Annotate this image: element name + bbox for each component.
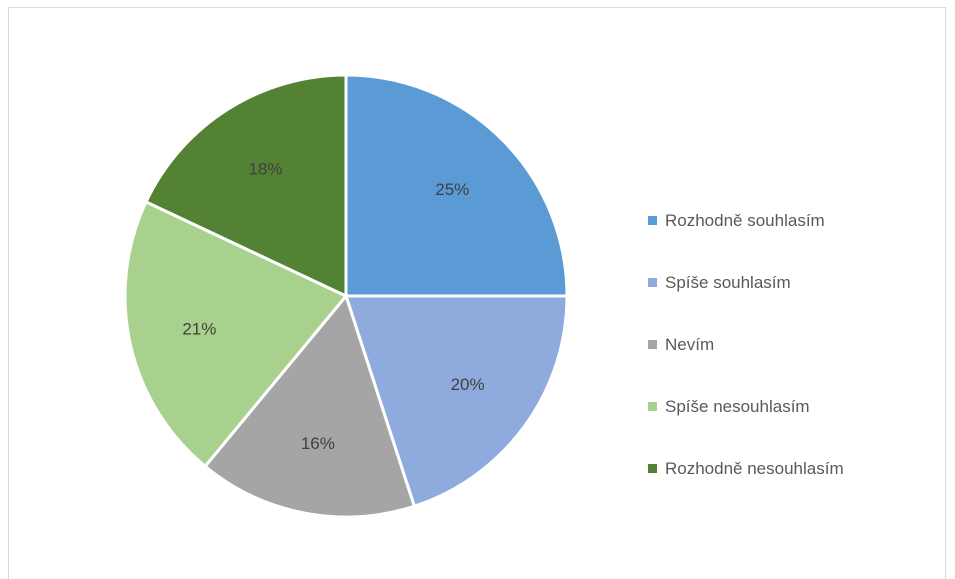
chart-legend: Rozhodně souhlasím Spíše souhlasím Nevím Sp… bbox=[648, 205, 844, 484]
legend-swatch bbox=[648, 216, 657, 225]
slice-data-label: 16% bbox=[301, 434, 335, 453]
legend-label: Rozhodně souhlasím bbox=[665, 210, 825, 230]
legend-label: Nevím bbox=[665, 334, 715, 354]
slice-data-label: 18% bbox=[248, 160, 282, 179]
legend-item: Rozhodně souhlasím bbox=[648, 205, 844, 236]
legend-swatch bbox=[648, 402, 657, 411]
legend-swatch bbox=[648, 464, 657, 473]
legend-item: Nevím bbox=[648, 329, 844, 360]
legend-swatch bbox=[648, 340, 657, 349]
pie-slice bbox=[123, 200, 348, 468]
legend-item: Spíše souhlasím bbox=[648, 267, 844, 298]
pie-slice bbox=[344, 73, 569, 298]
slice-data-label: 21% bbox=[182, 319, 216, 338]
pie-slice bbox=[144, 73, 348, 298]
pie-data-labels: 25% 20% 16% 21% 18% bbox=[182, 160, 484, 454]
legend-swatch bbox=[648, 278, 657, 287]
legend-label: Spíše nesouhlasím bbox=[665, 396, 810, 416]
legend-label: Rozhodně nesouhlasím bbox=[665, 458, 844, 478]
slice-data-label: 20% bbox=[451, 375, 485, 394]
pie-slices bbox=[123, 73, 569, 519]
pie-slice bbox=[344, 294, 569, 508]
pie-slice bbox=[203, 294, 416, 519]
legend-item: Rozhodně nesouhlasím bbox=[648, 453, 844, 484]
legend-item: Spíše nesouhlasím bbox=[648, 391, 844, 422]
legend-label: Spíše souhlasím bbox=[665, 272, 791, 292]
slice-data-label: 25% bbox=[435, 180, 469, 199]
